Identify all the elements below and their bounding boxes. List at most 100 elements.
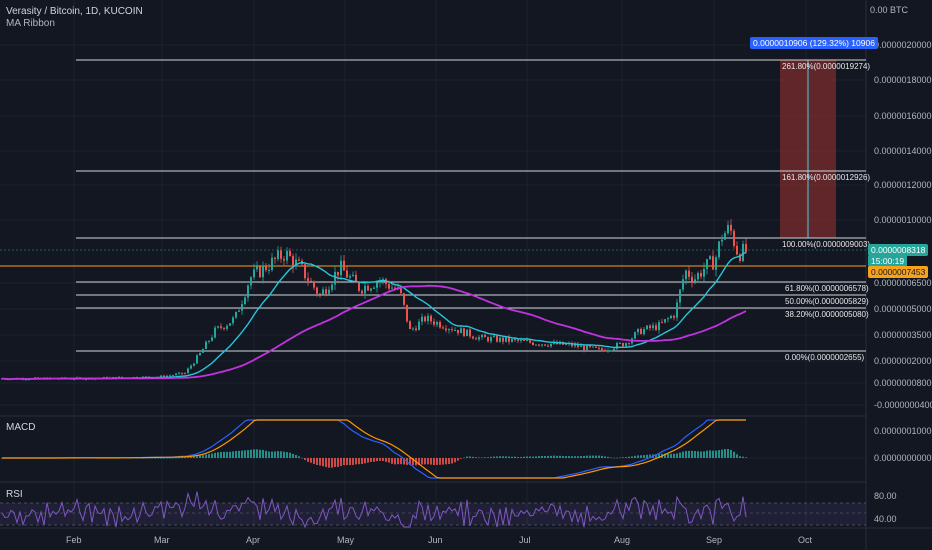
macd-bar: [235, 450, 237, 458]
macd-bar: [280, 451, 282, 458]
macd-bar: [388, 458, 390, 463]
macd-bar: [367, 458, 369, 463]
candle-body: [403, 293, 405, 305]
macd-bar: [634, 455, 636, 458]
macd-bar: [292, 453, 294, 458]
macd-bar: [610, 457, 612, 459]
candle-body: [532, 342, 534, 345]
candle-body: [607, 350, 609, 352]
macd-bar: [373, 458, 375, 462]
macd-bar: [268, 451, 270, 458]
macd-bar: [217, 452, 219, 458]
macd-bar: [271, 451, 273, 458]
time-label: Sep: [706, 535, 723, 545]
currency-badge[interactable]: 0.00 BTC: [870, 5, 909, 15]
price-label: 0.0000020000: [874, 40, 932, 50]
macd-bar: [193, 456, 195, 458]
candle-body: [85, 379, 87, 381]
macd-bar: [205, 454, 207, 458]
candle-body: [592, 346, 594, 348]
macd-bar: [709, 450, 711, 458]
candle-body: [640, 328, 642, 335]
candle-body: [547, 345, 549, 347]
macd-bar: [439, 458, 441, 465]
candle-body: [673, 315, 675, 318]
candle-body: [187, 368, 189, 374]
macd-bar: [376, 458, 378, 462]
macd-bar: [601, 455, 603, 458]
candle-body: [196, 355, 198, 364]
candle-body: [307, 278, 309, 281]
fib-level-label: 161.80%(0.0000012926): [782, 173, 871, 182]
macd-bar: [535, 456, 537, 458]
macd-bar: [670, 453, 672, 458]
candle-body: [325, 289, 327, 294]
candle-body: [394, 287, 396, 290]
candle-body: [637, 328, 639, 333]
macd-bar: [613, 457, 615, 459]
candle-body: [505, 337, 507, 342]
candle-body: [730, 224, 732, 231]
macd-bar: [472, 456, 474, 458]
macd-bar: [358, 458, 360, 465]
macd-bar: [322, 458, 324, 467]
candle-body: [322, 289, 324, 295]
candle-body: [262, 265, 264, 278]
fib-level-label: 0.00%(0.0000002655): [785, 353, 865, 362]
macd-bar: [403, 458, 405, 465]
rsi-label[interactable]: RSI: [6, 489, 23, 500]
candle-body: [310, 280, 312, 282]
macd-bar: [508, 456, 510, 458]
candle-body: [550, 343, 552, 347]
macd-bar: [643, 455, 645, 458]
macd-bar: [604, 456, 606, 458]
price-label: 0.0000005000: [874, 304, 932, 314]
ma-fast-line: [1, 251, 747, 380]
candle-body: [493, 335, 495, 338]
countdown-tag: 15:00:19: [868, 255, 908, 267]
candle-body: [355, 274, 357, 282]
macd-bar: [340, 458, 342, 467]
candle-body: [376, 282, 378, 288]
macd-bar: [598, 455, 600, 458]
macd-bar: [490, 456, 492, 458]
macd-label[interactable]: MACD: [6, 422, 36, 433]
candle-body: [295, 259, 297, 267]
macd-bar: [607, 456, 609, 458]
macd-bar: [265, 450, 267, 458]
macd-bar: [526, 456, 528, 458]
candle-body: [283, 258, 285, 261]
candle-body: [448, 329, 450, 331]
candle-body: [469, 329, 471, 337]
candle-body: [25, 379, 27, 381]
macd-bar: [694, 451, 696, 458]
macd-bar: [514, 456, 516, 458]
candle-body: [478, 337, 480, 340]
fib-level-label: 100.00%(0.0000009003): [782, 240, 871, 249]
macd-bar: [496, 456, 498, 458]
candle-body: [391, 287, 393, 289]
symbol-title[interactable]: Verasity / Bitcoin, 1D, KUCOIN: [6, 6, 143, 17]
macd-bar: [583, 455, 585, 458]
macd-bar: [223, 451, 225, 458]
macd-bar: [313, 458, 315, 465]
candle-body: [334, 271, 336, 285]
indicator-label[interactable]: MA Ribbon: [6, 18, 55, 29]
candle-body: [724, 233, 726, 240]
candle-body: [427, 315, 429, 322]
macd-bar: [466, 456, 468, 458]
candle-body: [694, 279, 696, 282]
macd-bar: [430, 458, 432, 465]
macd-bar: [232, 451, 234, 458]
macd-bar: [160, 457, 162, 459]
candle-body: [235, 311, 237, 318]
rsi-band: [0, 503, 866, 525]
candle-body: [280, 250, 282, 259]
candle-body: [709, 256, 711, 260]
candle-body: [445, 328, 447, 331]
candle-body: [241, 303, 243, 311]
macd-bar: [574, 456, 576, 458]
candle-body: [451, 329, 453, 331]
macd-bar: [538, 456, 540, 458]
